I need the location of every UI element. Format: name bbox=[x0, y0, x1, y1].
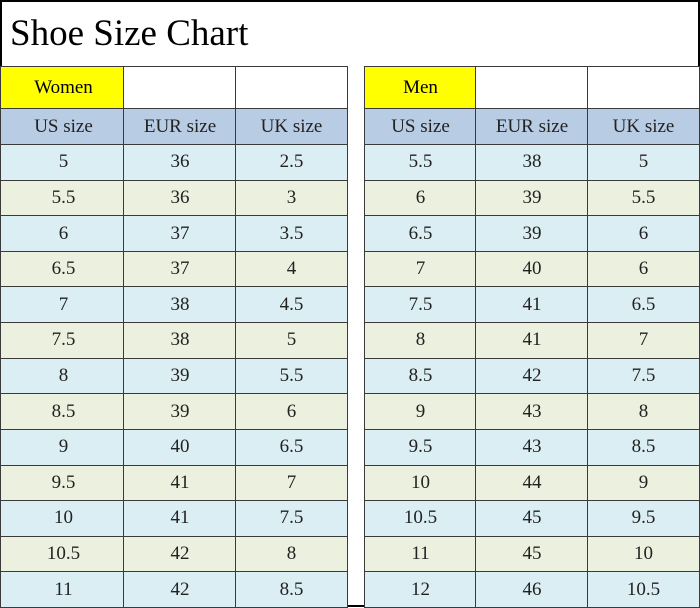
size-cell: 9 bbox=[587, 464, 700, 502]
size-cell: 3 bbox=[235, 179, 348, 217]
blank-cell bbox=[123, 66, 237, 109]
size-cell: 9.5 bbox=[587, 500, 700, 537]
size-cell: 7 bbox=[0, 286, 127, 324]
size-cell: 41 bbox=[123, 500, 237, 537]
size-cell: 6.5 bbox=[0, 250, 127, 288]
size-cell: 6 bbox=[587, 250, 700, 288]
size-cell: 39 bbox=[475, 179, 589, 217]
size-cell: 5.5 bbox=[0, 179, 127, 217]
size-cell: 5 bbox=[235, 322, 348, 359]
size-cell: 10 bbox=[364, 464, 477, 502]
size-cell: 7.5 bbox=[587, 357, 700, 395]
size-cell: 44 bbox=[475, 464, 589, 502]
size-cell: 36 bbox=[123, 179, 237, 217]
size-cell: 4.5 bbox=[235, 286, 348, 324]
size-cell: 8 bbox=[0, 357, 127, 395]
size-cell: 45 bbox=[475, 535, 589, 573]
size-cell: 2.5 bbox=[235, 144, 348, 181]
size-cell: 38 bbox=[123, 322, 237, 359]
size-cell: 10 bbox=[587, 535, 700, 573]
size-cell: 42 bbox=[475, 357, 589, 395]
group-label: Men bbox=[364, 66, 477, 109]
size-cell: 39 bbox=[123, 357, 237, 395]
size-cell: 8 bbox=[587, 393, 700, 430]
size-cell: 8.5 bbox=[364, 357, 477, 395]
size-cell: 9.5 bbox=[0, 464, 127, 502]
size-cell: 40 bbox=[123, 428, 237, 466]
size-cell: 6.5 bbox=[587, 286, 700, 324]
size-cell: 37 bbox=[123, 215, 237, 252]
size-cell: 7.5 bbox=[364, 286, 477, 324]
size-cell: 7.5 bbox=[0, 322, 127, 359]
size-cell: 39 bbox=[123, 393, 237, 430]
column-header: UK size bbox=[235, 108, 348, 145]
size-cell: 6 bbox=[587, 215, 700, 252]
size-cell: 45 bbox=[475, 500, 589, 537]
group-label: Women bbox=[0, 66, 127, 109]
size-cell: 5.5 bbox=[235, 357, 348, 395]
size-cell: 40 bbox=[475, 250, 589, 288]
size-cell: 7 bbox=[235, 464, 348, 502]
size-cell: 43 bbox=[475, 393, 589, 430]
column-header: US size bbox=[364, 108, 477, 145]
size-cell: 7 bbox=[587, 322, 700, 359]
column-header: UK size bbox=[587, 108, 700, 145]
size-cell: 11 bbox=[364, 535, 477, 573]
blank-cell bbox=[475, 66, 589, 109]
size-cell: 6 bbox=[0, 215, 127, 252]
size-cell: 42 bbox=[123, 571, 237, 608]
size-cell: 9 bbox=[0, 428, 127, 466]
blank-cell bbox=[587, 66, 700, 109]
size-cell: 5 bbox=[0, 144, 127, 181]
blank-cell bbox=[235, 66, 348, 109]
size-cell: 5.5 bbox=[364, 144, 477, 181]
size-cell: 38 bbox=[123, 286, 237, 324]
size-cell: 11 bbox=[0, 571, 127, 608]
size-cell: 7 bbox=[364, 250, 477, 288]
size-cell: 8 bbox=[235, 535, 348, 573]
size-cell: 10 bbox=[0, 500, 127, 537]
size-cell: 9 bbox=[364, 393, 477, 430]
size-cell: 43 bbox=[475, 428, 589, 466]
size-cell: 46 bbox=[475, 571, 589, 608]
size-cell: 42 bbox=[123, 535, 237, 573]
column-header: EUR size bbox=[123, 108, 237, 145]
size-cell: 10.5 bbox=[587, 571, 700, 608]
size-cell: 6.5 bbox=[235, 428, 348, 466]
size-cell: 41 bbox=[475, 286, 589, 324]
size-cell: 6.5 bbox=[364, 215, 477, 252]
size-cell: 36 bbox=[123, 144, 237, 181]
size-cell: 41 bbox=[123, 464, 237, 502]
size-cell: 12 bbox=[364, 571, 477, 608]
size-cell: 8.5 bbox=[0, 393, 127, 430]
size-cell: 3.5 bbox=[235, 215, 348, 252]
size-cell: 5 bbox=[587, 144, 700, 181]
column-header: US size bbox=[0, 108, 127, 145]
size-cell: 41 bbox=[475, 322, 589, 359]
size-cell: 8 bbox=[364, 322, 477, 359]
size-cell: 10.5 bbox=[0, 535, 127, 573]
size-cell: 39 bbox=[475, 215, 589, 252]
title: Shoe Size Chart bbox=[10, 13, 249, 54]
size-cell: 8.5 bbox=[235, 571, 348, 608]
size-cell: 8.5 bbox=[587, 428, 700, 466]
size-cell: 37 bbox=[123, 250, 237, 288]
size-cell: 5.5 bbox=[587, 179, 700, 217]
size-cell: 10.5 bbox=[364, 500, 477, 537]
size-cell: 6 bbox=[364, 179, 477, 217]
size-cell: 9.5 bbox=[364, 428, 477, 466]
size-cell: 38 bbox=[475, 144, 589, 181]
size-cell: 4 bbox=[235, 250, 348, 288]
size-cell: 6 bbox=[235, 393, 348, 430]
size-cell: 7.5 bbox=[235, 500, 348, 537]
column-header: EUR size bbox=[475, 108, 589, 145]
